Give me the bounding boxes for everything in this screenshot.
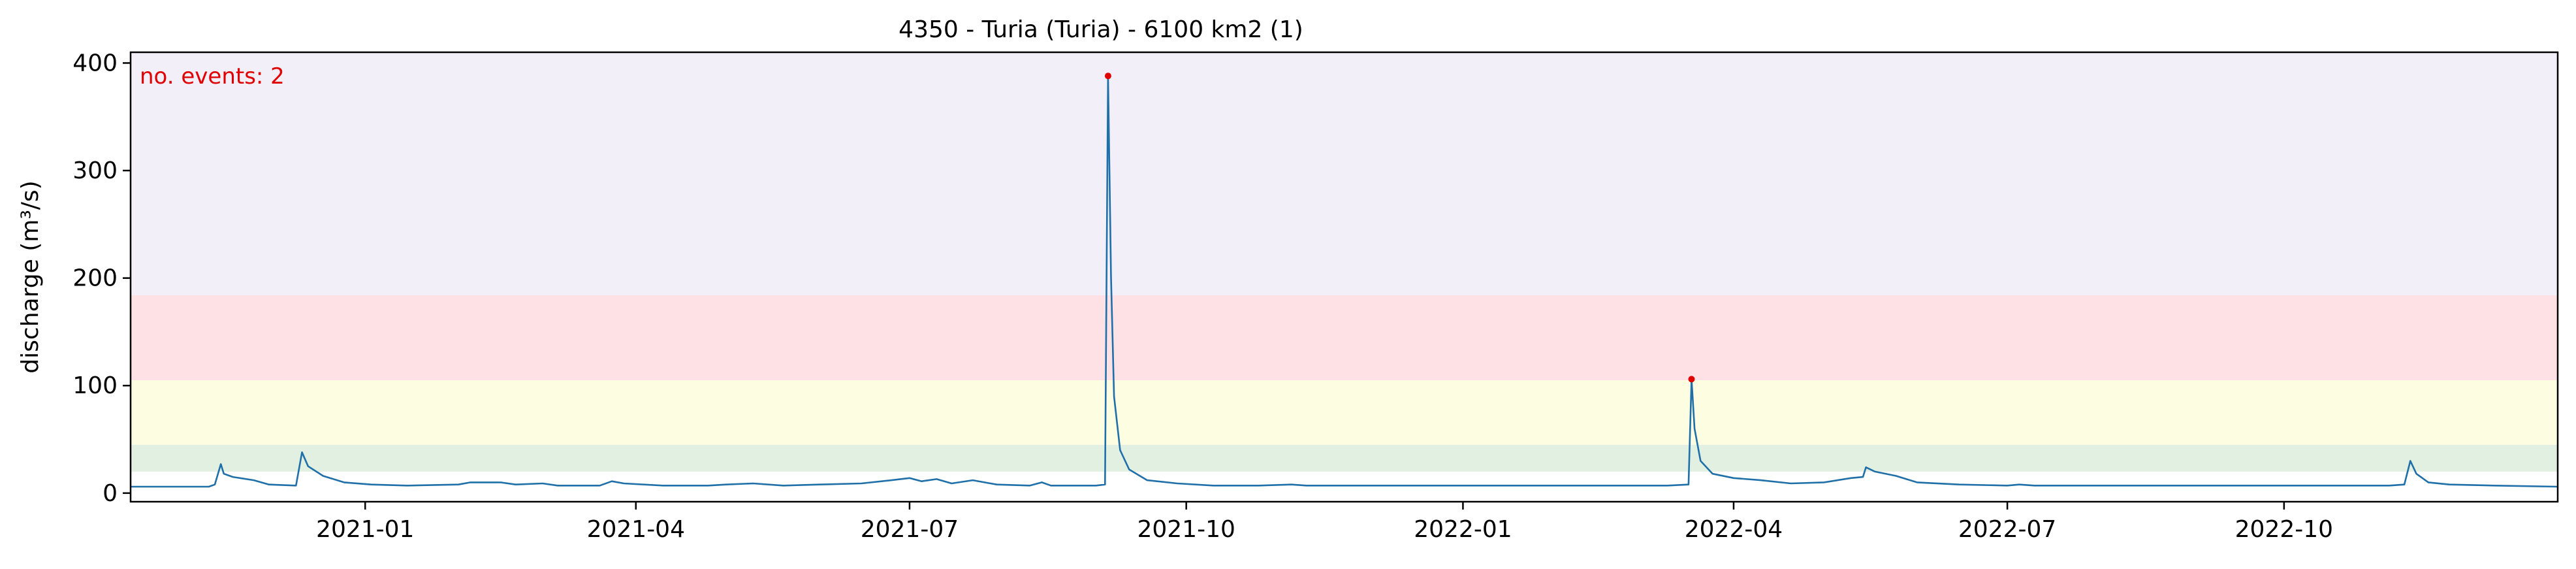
plot-frame xyxy=(129,51,2559,503)
x-tick-label-1: 2021-04 xyxy=(587,516,685,543)
x-tick-label-6: 2022-07 xyxy=(1958,516,2056,543)
threshold-band-2 xyxy=(131,295,2558,381)
x-tick-label-5: 2022-04 xyxy=(1685,516,1783,543)
threshold-band-0 xyxy=(131,444,2558,472)
x-tick-label-7: 2022-10 xyxy=(2235,516,2333,543)
threshold-band-1 xyxy=(131,380,2558,445)
y-axis: 0 100 200 300 400 xyxy=(72,50,131,507)
threshold-bands xyxy=(131,52,2558,472)
y-tick-label-2: 200 xyxy=(72,265,118,292)
y-tick-label-3: 300 xyxy=(72,157,118,184)
event-marker-1 xyxy=(1688,376,1695,383)
x-axis: 2021-01 2021-04 2021-07 2021-10 2022-01 2022-… xyxy=(316,502,2333,543)
chart-title: 4350 - Turia (Turia) - 6100 km2 (1) xyxy=(898,16,1303,43)
threshold-band-3 xyxy=(131,52,2558,295)
y-tick-label-0: 0 xyxy=(103,480,118,507)
x-tick-label-3: 2021-10 xyxy=(1137,516,1235,543)
x-tick-label-4: 2022-01 xyxy=(1414,516,1512,543)
y-tick-label-4: 400 xyxy=(72,50,118,76)
x-tick-label-2: 2021-07 xyxy=(861,516,959,543)
events-count-annotation: no. events: 2 xyxy=(140,63,285,89)
y-axis-label: discharge (m³/s) xyxy=(17,180,44,373)
event-markers xyxy=(1104,73,1695,383)
x-tick-label-0: 2021-01 xyxy=(316,516,414,543)
event-marker-0 xyxy=(1104,73,1111,80)
y-tick-label-1: 100 xyxy=(72,372,118,399)
